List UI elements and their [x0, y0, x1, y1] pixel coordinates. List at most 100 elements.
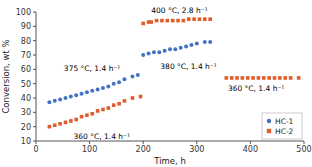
point — [166, 19, 170, 23]
point — [198, 17, 202, 21]
point — [85, 113, 89, 117]
x-tick-label: 100 — [82, 145, 97, 154]
point — [208, 17, 212, 21]
point — [155, 19, 159, 23]
x-tick — [304, 141, 305, 144]
point — [157, 50, 161, 54]
point — [80, 115, 84, 119]
y-axis — [36, 12, 37, 141]
point — [203, 17, 207, 21]
y-tick — [33, 112, 36, 113]
point — [58, 122, 62, 126]
point — [203, 40, 207, 44]
point — [152, 50, 156, 54]
point — [96, 109, 100, 113]
point — [69, 95, 73, 99]
x-tick — [89, 141, 90, 144]
point — [251, 76, 255, 80]
legend-label: HC-2 — [275, 127, 294, 136]
annotation: 400 °C, 2.8 h⁻¹ — [151, 6, 207, 15]
y-tick — [33, 126, 36, 127]
point — [241, 76, 245, 80]
point — [230, 76, 234, 80]
point — [80, 92, 84, 96]
point — [149, 20, 153, 24]
point — [189, 43, 193, 47]
y-tick-label: 40 — [21, 94, 31, 103]
point — [192, 17, 196, 21]
point — [176, 19, 180, 23]
point — [122, 77, 126, 81]
point — [63, 96, 67, 100]
annotation: 380 °C, 1.4 h⁻¹ — [160, 62, 216, 71]
x-tick — [250, 141, 251, 144]
y-tick — [33, 26, 36, 27]
point — [53, 123, 57, 127]
point — [141, 53, 145, 57]
point — [112, 103, 116, 107]
x-axis-label: Time, h — [153, 156, 186, 166]
point — [107, 106, 111, 110]
point — [297, 76, 301, 80]
point — [147, 52, 151, 56]
point — [267, 76, 271, 80]
x-tick-label: 400 — [243, 145, 258, 154]
point — [136, 73, 140, 77]
point — [48, 125, 52, 129]
point — [139, 95, 143, 99]
point — [184, 44, 188, 48]
y-tick-label: 10 — [21, 137, 31, 146]
legend-marker — [267, 119, 271, 123]
point — [273, 76, 277, 80]
x-tick-label: 300 — [189, 145, 204, 154]
x-tick-label: 0 — [33, 145, 38, 154]
x-tick-label: 200 — [136, 145, 151, 154]
y-tick — [33, 12, 36, 13]
x-tick — [143, 141, 144, 144]
point — [69, 119, 73, 123]
legend-frame — [262, 113, 302, 139]
point — [173, 47, 177, 51]
point — [262, 76, 266, 80]
y-tick — [33, 55, 36, 56]
point — [90, 89, 94, 93]
point — [117, 102, 121, 106]
y-tick-label: 50 — [21, 80, 31, 89]
point — [130, 75, 134, 79]
point — [58, 97, 62, 101]
point — [85, 90, 89, 94]
point — [123, 99, 127, 103]
point — [182, 19, 186, 23]
plot-area — [47, 17, 300, 128]
annotation: 360 °C, 1.4 h⁻¹ — [228, 84, 284, 93]
y-tick-label: 60 — [21, 65, 31, 74]
y-tick-label: 80 — [21, 37, 31, 46]
annotation: 360 °C, 1.4 h⁻¹ — [74, 132, 130, 141]
y-tick-label: 20 — [21, 123, 31, 132]
point — [106, 85, 110, 89]
y-tick-label: 70 — [21, 51, 31, 60]
y-tick — [33, 141, 36, 142]
point — [246, 76, 250, 80]
point — [224, 76, 228, 80]
annotation: 375 °C, 1.4 h⁻¹ — [64, 64, 120, 73]
point — [101, 108, 105, 112]
point — [53, 99, 57, 103]
point — [47, 100, 51, 104]
point — [112, 82, 116, 86]
x-tick-label: 500 — [296, 145, 311, 154]
point — [160, 19, 164, 23]
point — [208, 40, 212, 44]
y-tick — [33, 40, 36, 41]
point — [187, 17, 191, 21]
point — [101, 86, 105, 90]
point — [163, 49, 167, 53]
point — [257, 76, 261, 80]
y-axis-label: Conversion, wt % — [1, 39, 11, 113]
legend: HC-1HC-2 — [262, 113, 302, 139]
y-tick-label: 30 — [21, 108, 31, 117]
point — [131, 96, 135, 100]
point — [117, 80, 121, 84]
point — [195, 42, 199, 46]
point — [235, 76, 239, 80]
